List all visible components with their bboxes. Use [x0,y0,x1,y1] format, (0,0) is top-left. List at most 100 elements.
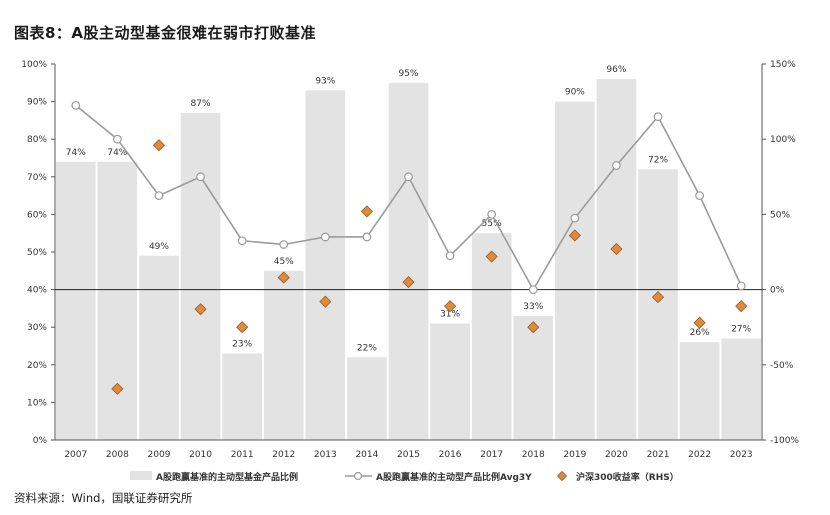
x-tick-label: 2019 [563,450,586,460]
avg-point-2018 [528,285,538,295]
csi300-point-2008 [111,382,124,395]
avg-point-2017 [487,209,497,219]
bar-label-bg [354,341,379,354]
legend-scatter-swatch [556,470,568,482]
bar-label-bg [604,63,629,76]
left-tick-label: 50% [27,248,47,258]
x-tick-label: 2012 [272,450,295,460]
legend-line-label: A股跑赢基准的主动型产品比例Avg3Y [376,471,532,483]
bar-label-2012: 45% [274,257,294,267]
bar-2010 [180,112,221,440]
bar-2013 [305,90,346,440]
avg-point-2023 [736,281,746,291]
x-tick-label: 2022 [688,450,711,460]
bar-label-bg [646,153,671,166]
bar-label-2017: 55% [482,219,502,229]
bar-2021 [638,169,678,440]
left-tick-label: 20% [27,361,47,371]
avg-point-2020 [612,161,621,170]
avg-point-2014 [362,232,372,242]
csi300-point-2022 [693,316,706,329]
x-tick-label: 2020 [605,450,628,460]
x-tick-label: 2016 [439,450,462,460]
bar-label-2023: 27% [731,324,751,334]
bar-label-2020: 96% [606,65,626,75]
csi300-point-2018 [527,321,540,334]
bar-label-2009: 49% [149,242,169,252]
x-tick-label: 2021 [647,450,670,460]
avg-point-2021 [653,112,663,122]
right-tick-label: 50% [770,210,790,220]
bar-2017 [471,233,512,440]
left-tick-label: 0% [33,436,48,446]
csi300-point-2009 [152,139,166,152]
x-tick-label: 2007 [64,450,87,460]
bar-label-bg [188,96,213,109]
avg-point-2019 [570,213,580,223]
x-tick-label: 2010 [189,450,212,460]
bar-2007 [56,161,96,440]
bar-label-2021: 72% [648,155,668,165]
bar-label-bg [521,299,546,312]
x-tick-label: 2014 [355,450,378,460]
bar-label-2016: 31% [440,309,460,319]
bar-label-bg [105,145,130,158]
bar-2011 [222,353,262,440]
left-tick-label: 40% [27,286,47,296]
bar-2018 [513,315,554,440]
bar-label-bg [562,85,587,98]
right-tick-label: -50% [770,361,794,371]
bar-2009 [139,255,179,440]
bar-label-bg [313,74,338,87]
legend-line-marker [353,471,363,481]
left-tick-label: 90% [27,98,47,108]
bar-2022 [679,342,720,440]
bar-label-bg [146,239,171,252]
bar-label-bg [687,326,712,339]
legend-bar-label: A股跑赢基准的主动型基金产品比例 [156,471,298,483]
bar-2015 [388,82,429,441]
avg-point-2011 [237,236,247,246]
bar-label-bg [438,307,463,320]
bar-series [56,79,761,441]
csi300-point-2011 [236,321,249,334]
bar-labels: 74% 74% 49% 87% 23% 45% 93% 22% 95% 31% 55% 33% 90% 9… [63,63,754,354]
source-note: 资料来源：Wind，国联证券研究所 [14,491,193,505]
avg-point-2013 [320,232,330,242]
left-tick-label: 60% [27,210,47,220]
csi300-point-2021 [651,291,665,304]
x-tick-label: 2015 [397,450,420,460]
legend-scatter-label: 沪深300收益率（RHS） [576,471,679,483]
axes: 0% 10% 20% 30% 40% 50% 60% 70% 80% 90% 100% -100% -5… [21,60,799,460]
bar-2016 [430,323,470,440]
bar-label-2014: 22% [357,343,377,353]
x-tick-label: 2008 [106,450,129,460]
bar-label-2015: 95% [398,69,418,79]
csi300-point-2012 [277,271,290,284]
right-tick-label: 150% [770,60,796,70]
bar-2019 [555,101,595,440]
bar-2023 [721,338,761,440]
avg-point-2012 [279,240,289,249]
bar-2008 [97,161,138,440]
right-tick-label: 0% [770,286,785,296]
bar-2020 [596,79,637,440]
bar-label-2008: 74% [107,148,127,158]
left-tick-label: 100% [21,60,47,70]
csi300-point-2017 [485,250,498,263]
avg-point-2010 [196,172,205,182]
bar-label-2019: 90% [565,88,585,98]
csi300-point-2013 [319,295,332,308]
bar-2014 [347,357,387,440]
bar-label-2007: 74% [66,148,86,158]
right-tick-label: 100% [770,135,796,145]
csi300-point-2015 [402,276,415,289]
bar-label-bg [230,337,255,350]
avg-line-series [71,100,746,295]
avg-point-2008 [112,134,122,144]
csi300-point-2023 [735,300,748,313]
avg-point-2022 [695,191,705,201]
x-tick-label: 2009 [148,450,171,460]
legend: A股跑赢基准的主动型基金产品比例 A股跑赢基准的主动型产品比例Avg3Y 沪深300… [130,470,679,483]
right-tick-label: -100% [770,436,799,446]
